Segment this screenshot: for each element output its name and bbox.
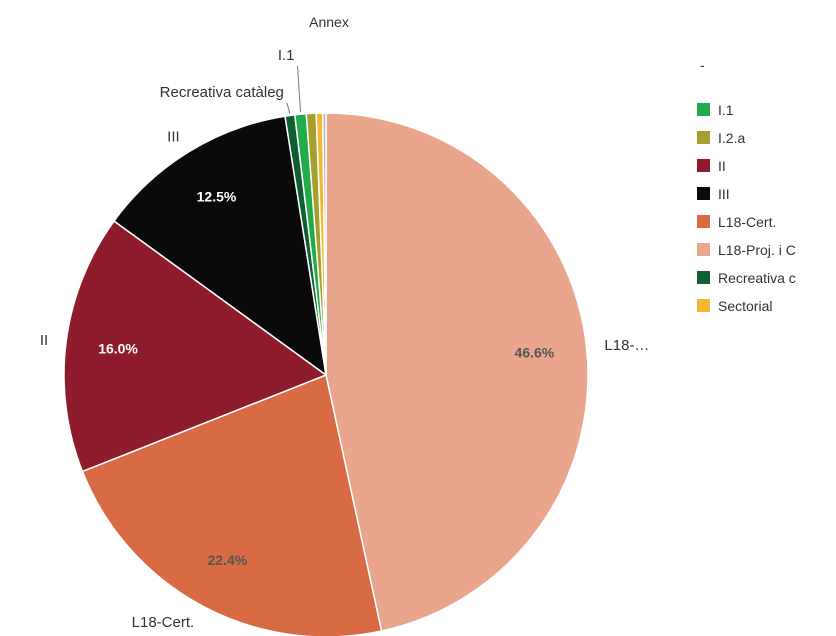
- legend-label-ii: II: [718, 158, 726, 174]
- legend-label-l18-proj-i-c: L18-Proj. i C: [718, 242, 796, 258]
- chart-title: Annex: [309, 14, 349, 30]
- pie-slice-ii: [63, 219, 328, 473]
- pie-slice-l18-cert: [81, 373, 383, 636]
- outer-label-l18-proj-i-cert: L18-…: [604, 337, 649, 354]
- outer-label-i-1: I.1: [278, 47, 295, 64]
- legend-swatch-iii: [697, 187, 710, 200]
- legend-swatch-i-1: [697, 103, 710, 116]
- pie-slice-slice-8: [321, 112, 327, 376]
- outer-label-ii: II: [40, 332, 48, 349]
- pct-label-iii: 12.5%: [197, 188, 237, 204]
- pie-slice-l18-proj-i-cert: [325, 112, 589, 632]
- outer-label-l18-cert: L18-Cert.: [132, 614, 195, 631]
- leader-line-recreativa-cat-leg: [286, 102, 291, 114]
- legend-label-sectorial: Sectorial: [718, 298, 772, 314]
- legend-label-recreativa-c: Recreativa c: [718, 270, 796, 286]
- legend-label-i-1: I.1: [718, 102, 734, 118]
- legend-swatch-l18-cert: [697, 215, 710, 228]
- legend-swatch-sectorial: [697, 299, 710, 312]
- legend-swatch-i-2-a: [697, 131, 710, 144]
- legend-label-l18-cert: L18-Cert.: [718, 214, 776, 230]
- legend-label-i-2-a: I.2.a: [718, 130, 745, 146]
- pct-label-l18-proj-i-cert: 46.6%: [515, 345, 555, 361]
- legend-swatch-recreativa-c: [697, 271, 710, 284]
- outer-label-iii: III: [167, 128, 180, 145]
- pie-slice-iii: [112, 115, 328, 377]
- legend-title: -: [700, 57, 705, 73]
- pct-label-ii: 16.0%: [98, 341, 138, 357]
- pct-label-l18-cert: 22.4%: [207, 552, 247, 568]
- legend-swatch-l18-proj-i-c: [697, 243, 710, 256]
- outer-label-recreativa-cat-leg: Recreativa catàleg: [160, 84, 284, 101]
- percentage-labels: 46.6% 22.4% 16.0% 12.5%: [98, 188, 555, 568]
- pie-slices: [63, 112, 589, 636]
- legend-label-iii: III: [718, 186, 730, 202]
- leader-line-i-1: [297, 65, 302, 113]
- legend-swatch-ii: [697, 159, 710, 172]
